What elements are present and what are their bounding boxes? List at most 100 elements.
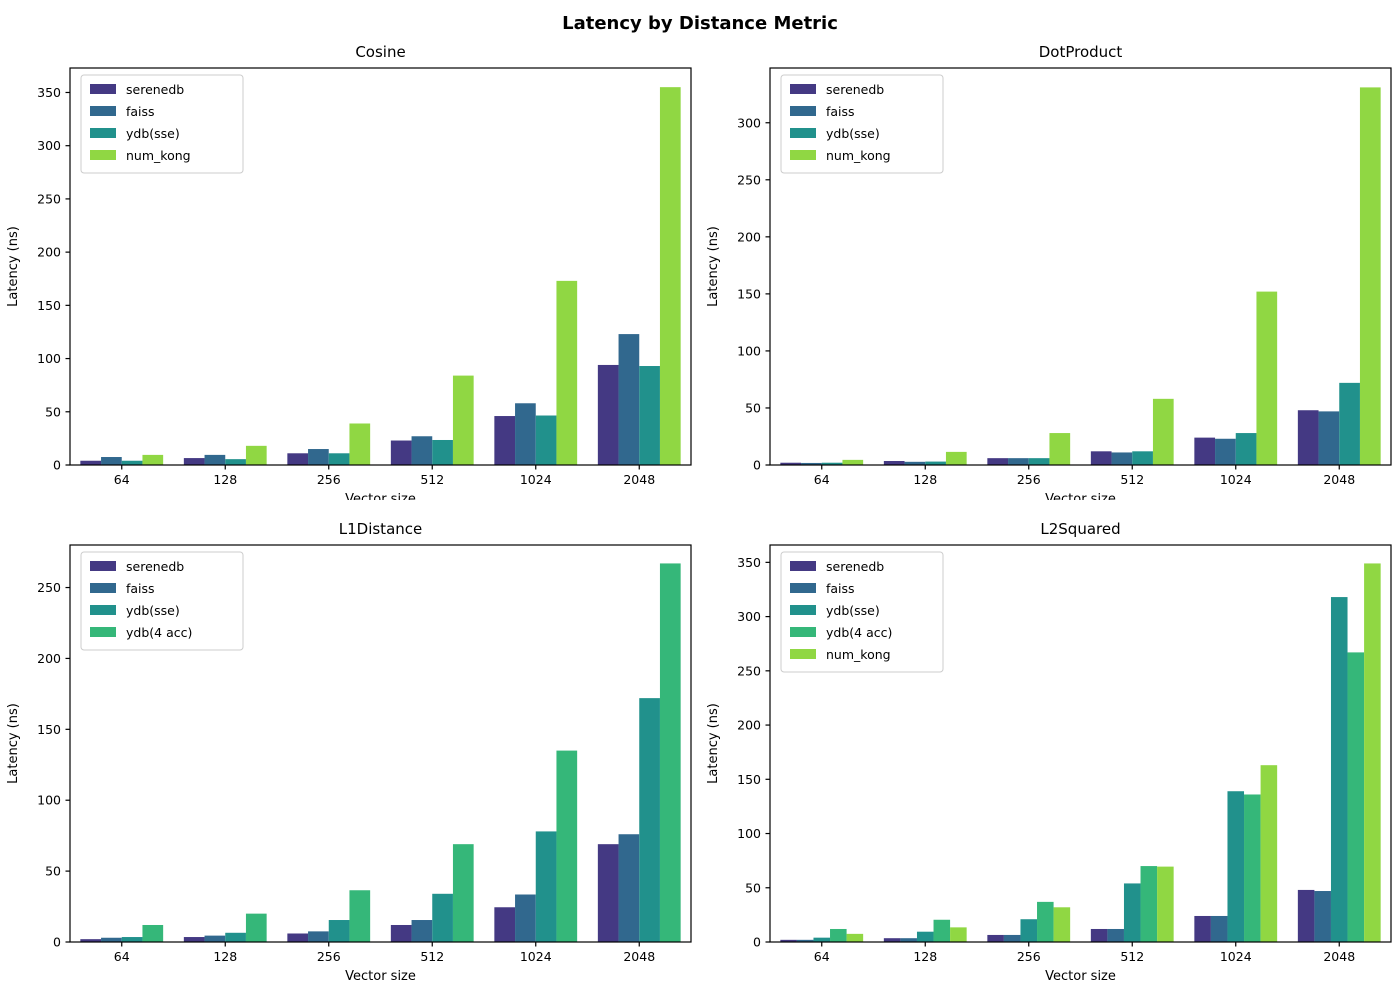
legend-label-faiss: faiss <box>126 104 155 119</box>
bar-l1distance-2048-ydb(sse) <box>639 698 660 942</box>
bar-l1distance-512-ydb(4 acc) <box>452 844 474 942</box>
bar-dotproduct-2048-faiss <box>1318 411 1340 465</box>
subplot-title: L1Distance <box>339 520 423 538</box>
legend-label-faiss: faiss <box>126 581 155 596</box>
bar-dotproduct-256-num_kong <box>1049 433 1071 465</box>
bar-l2squared-256-num_kong <box>1053 907 1071 942</box>
legend-label-faiss: faiss <box>826 104 855 119</box>
bar-cosine-256-serenedb <box>287 453 309 465</box>
y-tick-label: 0 <box>53 935 61 950</box>
bar-dotproduct-256-faiss <box>1008 458 1029 465</box>
bar-cosine-256-ydb(sse) <box>328 453 350 465</box>
bar-l1distance-2048-ydb(4 acc) <box>659 563 681 942</box>
legend-swatch-serenedb <box>90 84 116 94</box>
bar-l2squared-64-ydb(4 acc) <box>830 928 847 942</box>
y-tick-label: 250 <box>737 663 761 678</box>
y-tick-label: 150 <box>37 298 61 313</box>
x-tick-label: 128 <box>213 949 237 964</box>
y-tick-label: 250 <box>37 580 61 595</box>
y-tick-label: 350 <box>737 555 761 570</box>
plot-border <box>769 67 1392 466</box>
legend-swatch-num_kong <box>90 150 116 160</box>
legend-box <box>780 551 944 673</box>
y-tick-label: 100 <box>37 793 61 808</box>
legend-box <box>80 74 244 174</box>
y-tick-label: 250 <box>37 191 61 206</box>
y-tick-label: 0 <box>753 935 761 950</box>
x-tick-label: 64 <box>814 472 830 487</box>
figure-title: Latency by Distance Metric <box>562 13 838 34</box>
bar-l2squared-1024-ydb(sse) <box>1227 791 1245 942</box>
x-tick-label: 128 <box>913 472 937 487</box>
bar-l2squared-512-faiss <box>1107 928 1124 942</box>
bar-dotproduct-64-serenedb <box>780 462 802 465</box>
bar-cosine-1024-faiss <box>515 403 536 465</box>
bar-l1distance-2048-serenedb <box>597 844 619 942</box>
x-tick-label: 128 <box>913 949 937 964</box>
plot-border <box>69 67 692 466</box>
bar-dotproduct-128-ydb(sse) <box>925 461 946 465</box>
legend-swatch-serenedb <box>790 84 816 94</box>
legend-label-num_kong: num_kong <box>826 647 891 662</box>
bar-cosine-512-faiss <box>411 436 433 465</box>
bar-cosine-128-num_kong <box>245 445 267 465</box>
bar-cosine-1024-serenedb <box>494 416 516 465</box>
legend-label-serenedb: serenedb <box>826 82 884 97</box>
y-axis-label: Latency (ns) <box>6 226 21 307</box>
bar-l1distance-256-ydb(4 acc) <box>349 890 371 942</box>
legend-label-serenedb: serenedb <box>126 82 184 97</box>
bar-l2squared-64-faiss <box>796 939 814 942</box>
bar-cosine-128-serenedb <box>183 458 205 465</box>
bar-l2squared-512-serenedb <box>1090 928 1108 942</box>
y-tick-label: 200 <box>737 718 761 733</box>
bar-cosine-512-serenedb <box>390 440 412 465</box>
legend-swatch-ydb(4 acc) <box>790 627 816 637</box>
x-tick-label: 1024 <box>1220 949 1252 964</box>
chart-cosine: 0 50 100 150 200 250 300 350 64 128 256 512 1024 2048… <box>6 43 692 500</box>
legend-label-num_kong: num_kong <box>826 148 891 163</box>
legend-label-ydb(sse): ydb(sse) <box>826 126 880 141</box>
y-tick-label: 0 <box>753 458 761 473</box>
bar-cosine-256-faiss <box>308 449 329 465</box>
bar-l2squared-256-faiss <box>1003 934 1021 942</box>
bar-l1distance-128-faiss <box>204 935 226 942</box>
legend-swatch-serenedb <box>790 561 816 571</box>
legend-label-faiss: faiss <box>826 581 855 596</box>
legend-label-ydb(sse): ydb(sse) <box>126 603 180 618</box>
bar-cosine-2048-ydb(sse) <box>639 366 660 465</box>
bar-cosine-64-faiss <box>101 457 122 465</box>
bar-l2squared-512-ydb(4 acc) <box>1140 866 1158 942</box>
x-tick-label: 512 <box>1120 949 1144 964</box>
y-tick-label: 150 <box>737 286 761 301</box>
y-tick-label: 100 <box>737 826 761 841</box>
bar-l1distance-1024-serenedb <box>494 907 516 942</box>
bar-cosine-512-ydb(sse) <box>432 439 453 465</box>
legend-label-ydb(4 acc): ydb(4 acc) <box>826 625 892 640</box>
y-tick-label: 300 <box>37 138 61 153</box>
plot-border <box>69 544 692 943</box>
bar-dotproduct-64-num_kong <box>842 459 864 465</box>
bar-l2squared-256-ydb(4 acc) <box>1037 901 1054 942</box>
bar-l1distance-256-serenedb <box>287 933 309 942</box>
y-tick-label: 150 <box>737 772 761 787</box>
legend-swatch-num_kong <box>790 150 816 160</box>
bar-l1distance-512-faiss <box>411 920 433 942</box>
legend-swatch-faiss <box>790 583 816 593</box>
y-tick-label: 50 <box>45 404 61 419</box>
x-axis-label: Vector size <box>345 492 416 500</box>
legend-swatch-ydb(sse) <box>790 128 816 138</box>
chart-l1distance: 0 50 100 150 200 250 64 128 256 512 1024 2048 L1Dist… <box>6 520 692 984</box>
bar-l1distance-64-ydb(sse) <box>121 937 143 942</box>
bar-l2squared-1024-num_kong <box>1260 765 1278 942</box>
legend-swatch-ydb(sse) <box>90 605 116 615</box>
bar-l1distance-64-ydb(4 acc) <box>142 924 164 942</box>
bar-cosine-512-num_kong <box>452 375 474 465</box>
bar-l1distance-1024-faiss <box>515 894 536 942</box>
legend-label-ydb(sse): ydb(sse) <box>126 126 180 141</box>
bar-dotproduct-1024-serenedb <box>1194 437 1216 465</box>
bar-cosine-2048-faiss <box>618 334 640 465</box>
x-tick-label: 2048 <box>623 472 655 487</box>
x-tick-label: 256 <box>1017 472 1041 487</box>
legend-box <box>80 551 244 651</box>
bar-cosine-1024-ydb(sse) <box>535 415 557 465</box>
